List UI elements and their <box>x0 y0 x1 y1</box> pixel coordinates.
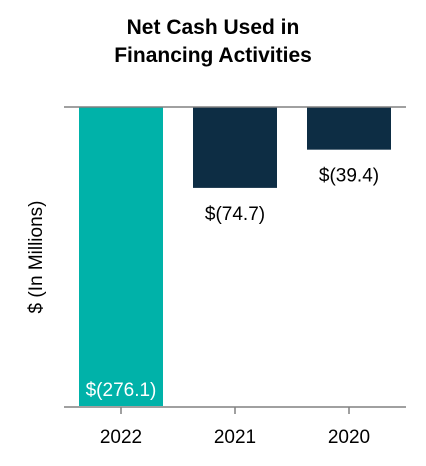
x-tick-label-2021: 2021 <box>214 427 256 448</box>
chart-title-line-1: Net Cash Used in <box>126 16 300 39</box>
x-tick-label-2022: 2022 <box>100 427 142 448</box>
x-tick-label-2020: 2020 <box>328 427 370 448</box>
bar-2020 <box>307 107 391 150</box>
data-label-2020: $(39.4) <box>319 166 379 187</box>
y-axis-title: $ (In Millions) <box>26 201 47 314</box>
bar-2021 <box>193 107 277 188</box>
bar-2022 <box>79 107 163 406</box>
data-label-2022: $(276.1) <box>86 380 157 401</box>
chart-title: Net Cash Used in Financing Activities <box>0 14 426 70</box>
data-label-2021: $(74.7) <box>205 204 265 225</box>
chart-title-line-2: Financing Activities <box>114 44 312 67</box>
